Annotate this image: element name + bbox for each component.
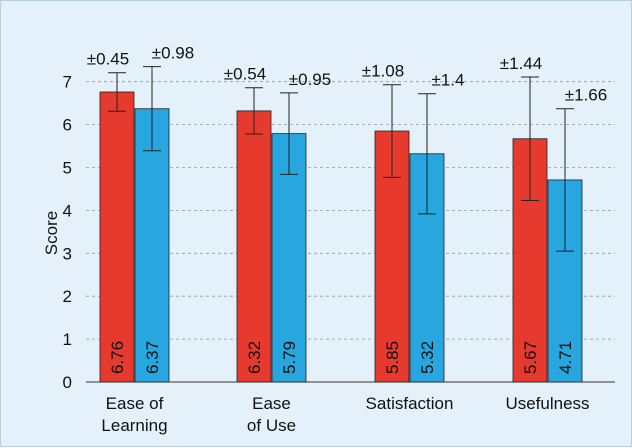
category-label: Satisfaction [366,394,454,413]
value-label: 6.37 [143,341,162,374]
value-label: 4.71 [556,341,575,374]
error-label: ±1.66 [565,86,607,105]
error-label: ±0.45 [87,50,129,69]
y-tick-label: 2 [63,287,72,306]
category-label: Usefulness [505,394,589,413]
value-label: 5.32 [418,341,437,374]
value-label: 5.85 [383,341,402,374]
error-label: ±0.54 [224,65,266,84]
y-tick-label: 4 [63,201,72,220]
y-tick-label: 6 [63,116,72,135]
error-label: ±1.44 [500,54,542,73]
value-label: 5.67 [521,341,540,374]
value-label: 6.32 [245,341,264,374]
bar [374,130,410,383]
y-tick-label: 3 [63,244,72,263]
y-tick-label: 7 [63,73,72,92]
category-label: Learning [101,416,167,435]
bar [134,108,170,383]
error-label: ±1.4 [432,71,465,90]
y-tick-label: 1 [63,330,72,349]
category-label: Ease [252,394,291,413]
error-label: ±1.08 [362,62,404,81]
value-label: 6.76 [108,341,127,374]
value-label: 5.79 [280,341,299,374]
bar [99,91,135,383]
y-tick-label: 5 [63,159,72,178]
y-tick-label: 0 [63,373,72,392]
category-label: of Use [247,416,296,435]
error-label: ±0.98 [152,44,194,63]
y-axis-label: Score [42,211,61,255]
error-label: ±0.95 [289,70,331,89]
category-label: Ease of [106,394,164,413]
bar [271,133,307,383]
